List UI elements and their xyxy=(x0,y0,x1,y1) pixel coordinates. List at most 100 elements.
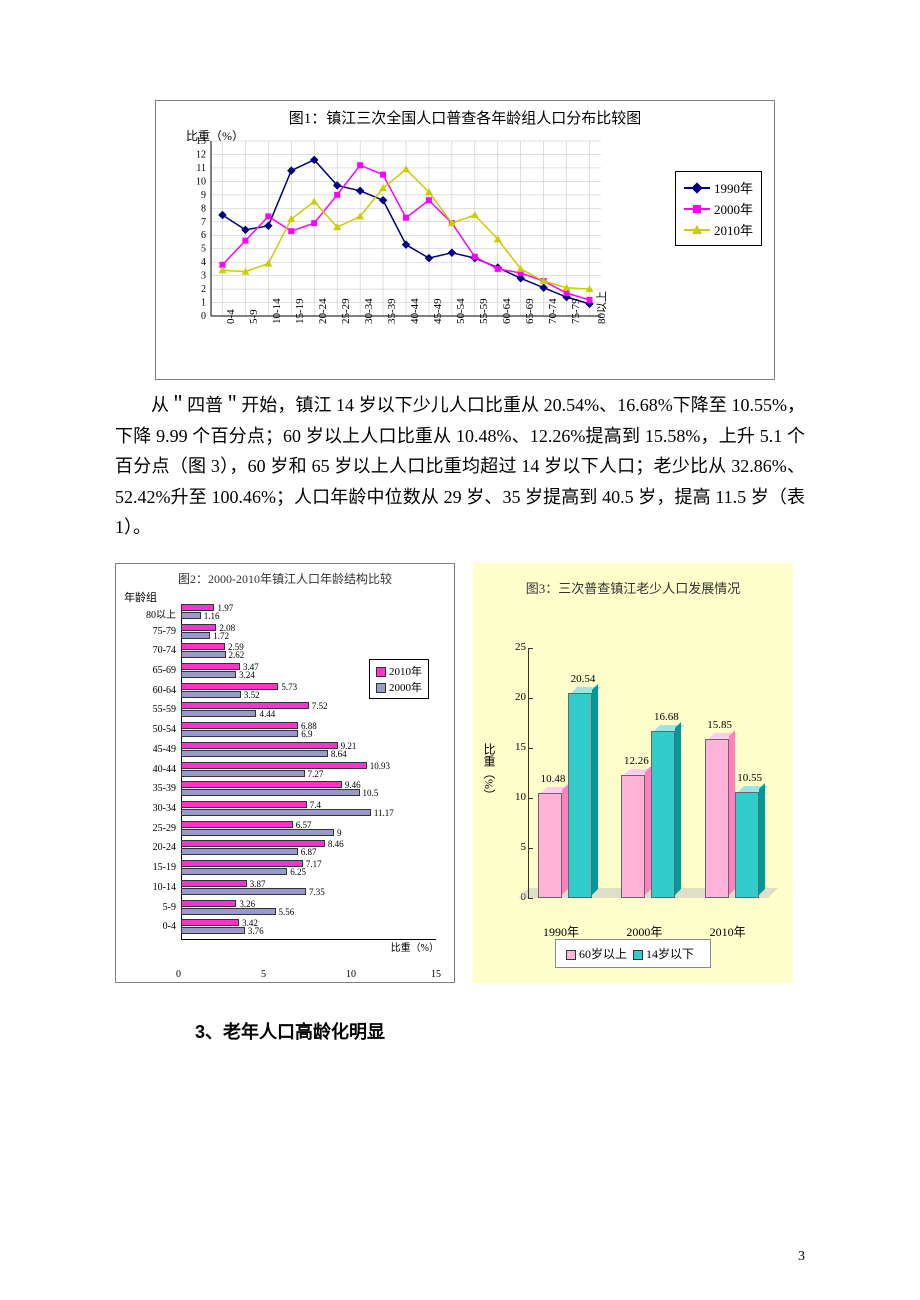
chart1-legend: 1990年2000年2010年 xyxy=(675,171,762,246)
chart2-bar xyxy=(181,888,306,895)
chart3-bar-value: 16.68 xyxy=(646,711,686,723)
chart2-row: 10-143.877.35 xyxy=(181,880,436,896)
chart2-bar xyxy=(181,900,236,907)
chart2-bar-value: 1.16 xyxy=(204,611,220,621)
chart2-bar xyxy=(181,821,293,828)
chart2-bar xyxy=(181,927,245,934)
chart2-legend-item: 2010年 xyxy=(376,663,422,679)
chart3-plot: 10.48 20.54 12.26 16.68 15.85 10.55 xyxy=(528,648,778,898)
chart2-bar-value: 7.27 xyxy=(308,769,324,779)
chart2-bar-value: 6.25 xyxy=(290,867,306,877)
svg-text:12: 12 xyxy=(196,149,206,160)
chart2-bar-value: 3.52 xyxy=(244,690,260,700)
svg-text:13: 13 xyxy=(196,136,206,147)
chart2-row: 70-742.592.62 xyxy=(181,643,436,659)
chart2-bar-value: 5.56 xyxy=(279,907,295,917)
chart2-bar xyxy=(181,710,256,717)
chart2-legend-item: 2000年 xyxy=(376,679,422,695)
chart2-bar xyxy=(181,604,214,611)
chart3-bar-value: 10.48 xyxy=(533,773,573,785)
chart2-row: 5-93.265.56 xyxy=(181,900,436,916)
chart2-bar xyxy=(181,702,309,709)
chart2-row: 30-347.411.17 xyxy=(181,801,436,817)
chart2-category-label: 35-39 xyxy=(126,783,176,794)
chart3-ylabel: 比重（%） xyxy=(481,743,498,801)
chart3-bar xyxy=(538,793,562,898)
svg-text:4: 4 xyxy=(201,257,206,268)
chart3-legend: 60岁以上 14岁以下 xyxy=(555,939,711,968)
chart2-row: 55-597.524.44 xyxy=(181,702,436,718)
chart2-bar xyxy=(181,770,305,777)
chart2-bar xyxy=(181,691,241,698)
chart2-bar-value: 3.76 xyxy=(248,926,264,936)
chart3-bar xyxy=(568,693,592,898)
chart2-bar-value: 6.9 xyxy=(301,729,312,739)
chart2-row: 0-43.423.76 xyxy=(181,919,436,935)
chart1-legend-item: 2010年 xyxy=(684,220,753,239)
page-number: 3 xyxy=(798,1249,805,1265)
chart2-bar xyxy=(181,829,334,836)
chart2-category-label: 0-4 xyxy=(126,921,176,932)
chart2-bar-value: 8.64 xyxy=(331,749,347,759)
chart2-bar xyxy=(181,840,325,847)
chart2-legend: 2010年2000年 xyxy=(369,659,429,699)
chart2-xtick: 5 xyxy=(261,969,266,980)
svg-text:2: 2 xyxy=(201,284,206,295)
chart2-row: 75-792.081.72 xyxy=(181,624,436,640)
chart2-category-label: 5-9 xyxy=(126,902,176,913)
chart2-bar-value: 8.46 xyxy=(328,839,344,849)
chart2-row: 25-296.579 xyxy=(181,821,436,837)
chart2-bar xyxy=(181,683,278,690)
chart2-bar-value: 11.17 xyxy=(374,808,394,818)
svg-text:6: 6 xyxy=(201,230,206,241)
chart2-bar xyxy=(181,750,328,757)
chart1-legend-item: 1990年 xyxy=(684,178,753,197)
chart2-bar-value: 4.44 xyxy=(259,709,275,719)
chart3-bar-value: 20.54 xyxy=(563,673,603,685)
chart2-category-label: 30-34 xyxy=(126,803,176,814)
chart3-legend-item: 14岁以下 xyxy=(633,947,700,961)
chart3-bar-value: 10.55 xyxy=(730,772,770,784)
chart2-category-label: 40-44 xyxy=(126,764,176,775)
chart2-bar xyxy=(181,868,287,875)
chart2-row: 50-546.886.9 xyxy=(181,722,436,738)
chart2-row: 45-499.218.64 xyxy=(181,742,436,758)
chart2-bar xyxy=(181,848,298,855)
chart2-bar-value: 7.17 xyxy=(306,859,322,869)
section-heading: 3、老年人口高龄化明显 xyxy=(195,1018,805,1044)
chart2-ylabel: 年龄组 xyxy=(124,589,157,605)
chart2-bar xyxy=(181,880,247,887)
chart2-category-label: 70-74 xyxy=(126,645,176,656)
chart3-bar xyxy=(651,731,675,898)
chart2-category-label: 10-14 xyxy=(126,882,176,893)
svg-text:8: 8 xyxy=(201,203,206,214)
chart2-row: 40-4410.937.27 xyxy=(181,762,436,778)
chart3-legend-item: 60岁以上 xyxy=(566,947,633,961)
chart2-bar-value: 2.62 xyxy=(229,650,245,660)
chart2-bar xyxy=(181,624,216,631)
chart3-category-label: 2010年 xyxy=(710,923,746,940)
chart2-bar xyxy=(181,809,371,816)
chart3-bar xyxy=(705,739,729,898)
chart3-ytick: 10 xyxy=(515,791,526,803)
svg-text:7: 7 xyxy=(201,217,206,228)
chart1-xaxis: 0-45-910-1415-1920-2425-2930-3435-3940-4… xyxy=(211,314,601,369)
chart2-xtick: 0 xyxy=(176,969,181,980)
chart3-ytick: 20 xyxy=(515,691,526,703)
chart3-bar-value: 15.85 xyxy=(700,719,740,731)
chart2-category-label: 25-29 xyxy=(126,823,176,834)
chart1-xtick: 80以上 xyxy=(593,291,638,324)
chart3-bar-value: 12.26 xyxy=(616,755,656,767)
chart2-category-label: 20-24 xyxy=(126,842,176,853)
chart2-bar xyxy=(181,762,367,769)
chart2-bar xyxy=(181,908,276,915)
chart1-title: 图1：镇江三次全国人口普查各年龄组人口分布比较图 xyxy=(156,101,774,128)
chart3-ytick: 5 xyxy=(521,841,527,853)
chart2-bar xyxy=(181,663,240,670)
chart2-bar-value: 3.24 xyxy=(239,670,255,680)
chart3-bar xyxy=(621,775,645,898)
chart2-bar xyxy=(181,860,303,867)
chart2-category-label: 60-64 xyxy=(126,685,176,696)
chart2-bar xyxy=(181,742,338,749)
chart2-bar-value: 7.35 xyxy=(309,887,325,897)
